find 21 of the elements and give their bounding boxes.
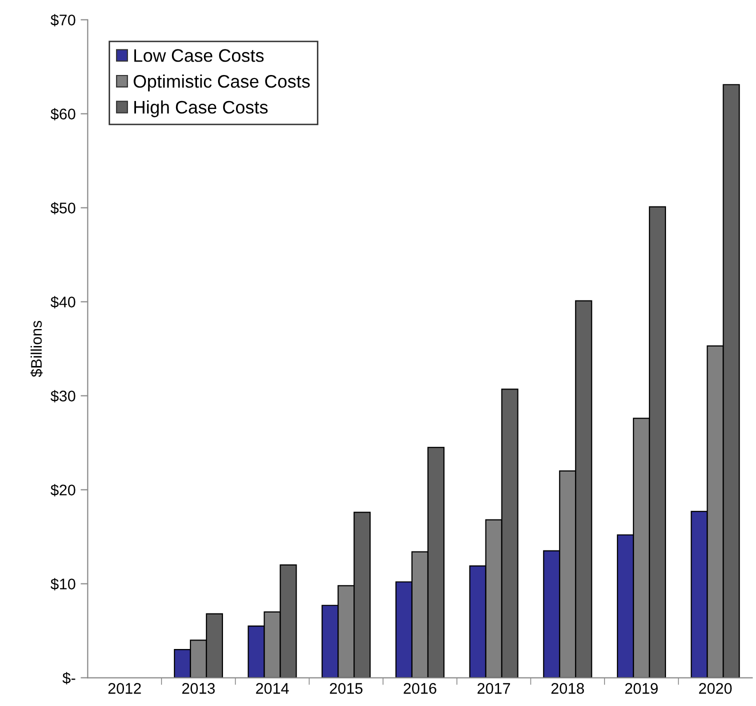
x-tick-label: 2017 — [478, 683, 510, 694]
x-tick-label: 2016 — [404, 683, 436, 694]
x-tick-label: 2014 — [256, 683, 289, 694]
y-tick-label: $60 — [50, 108, 76, 120]
y-tick-label: $70 — [50, 14, 76, 26]
x-tick-label: 2015 — [330, 683, 362, 694]
y-tick-label: $- — [62, 672, 76, 684]
y-tick-label: $40 — [50, 296, 76, 308]
y-tick-label: $30 — [50, 390, 76, 402]
x-tick-label: 2012 — [108, 683, 141, 694]
y-axis-title: $Billions — [30, 320, 43, 378]
x-tick-label: 2020 — [699, 683, 732, 694]
legend-label: High Case Costs — [134, 100, 268, 118]
x-tick-label: 2018 — [551, 683, 584, 694]
x-tick-label: 2019 — [625, 683, 658, 694]
legend-label: Low Case Costs — [134, 49, 264, 62]
y-tick-label: $20 — [50, 484, 76, 496]
y-tick-label: $10 — [50, 578, 76, 590]
legend-label: Optimistic Case Costs — [134, 74, 310, 92]
y-tick-label: $50 — [50, 202, 76, 214]
x-tick-label: 2013 — [182, 683, 215, 694]
